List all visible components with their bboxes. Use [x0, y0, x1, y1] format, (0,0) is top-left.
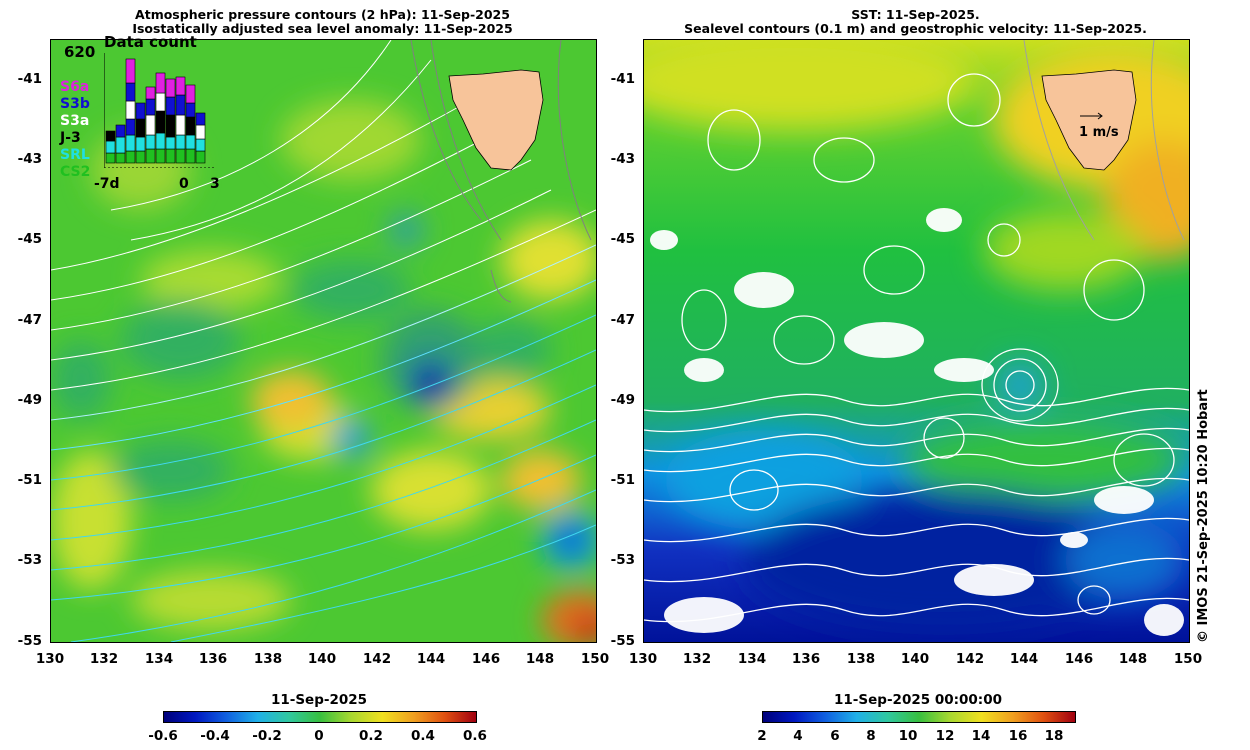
ytick-right: -49	[610, 392, 635, 408]
xtick-right: 150	[1173, 651, 1203, 667]
legend-cs2: CS2	[60, 164, 91, 180]
xtick-left: 134	[144, 651, 174, 667]
right-cbar-tick: 14	[971, 728, 991, 744]
right-title-line2: Sealevel contours (0.1 m) and geostrophi…	[684, 21, 1147, 36]
right-cbar-tick: 16	[1008, 728, 1028, 744]
right-colorbar-title: 11-Sep-2025 00:00:00	[834, 692, 1002, 708]
xtick-left: 138	[253, 651, 283, 667]
xtick-right: 146	[1064, 651, 1094, 667]
inset-xlabel-end: 3	[210, 176, 220, 192]
left-cbar-tick: 0	[314, 728, 324, 744]
xtick-right: 130	[628, 651, 658, 667]
sst-map: 1 m/s	[643, 39, 1190, 643]
xtick-left: 148	[525, 651, 555, 667]
right-colorbar	[762, 711, 1076, 723]
ytick-left: -41	[17, 71, 42, 87]
left-colorbar-title: 11-Sep-2025	[270, 692, 368, 708]
ytick-right: -55	[610, 633, 635, 649]
ytick-right: -43	[610, 151, 635, 167]
inset-xlabel-start: -7d	[94, 176, 120, 192]
left-colorbar	[163, 711, 477, 723]
inset-max-label: 620	[64, 43, 96, 61]
xtick-left: 142	[362, 651, 392, 667]
xtick-right: 138	[846, 651, 876, 667]
ytick-left: -43	[17, 151, 42, 167]
left-cbar-tick: 0.4	[411, 728, 435, 744]
right-cbar-tick: 4	[793, 728, 803, 744]
xtick-right: 140	[900, 651, 930, 667]
legend-s6a: S6a	[60, 79, 90, 95]
ytick-left: -55	[17, 633, 42, 649]
right-cbar-tick: 12	[935, 728, 955, 744]
ytick-right: -41	[610, 71, 635, 87]
xtick-right: 144	[1009, 651, 1039, 667]
ytick-right: -53	[610, 552, 635, 568]
right-cbar-tick: 8	[866, 728, 876, 744]
ytick-left: -53	[17, 552, 42, 568]
xtick-right: 134	[737, 651, 767, 667]
inset-legend: S6a S3b S3a J-3 SRL CS2	[60, 79, 90, 181]
ytick-left: -51	[17, 472, 42, 488]
velocity-scale-label: 1 m/s	[1079, 125, 1119, 140]
ytick-right: -45	[610, 231, 635, 247]
ytick-left: -47	[17, 312, 42, 328]
right-cbar-tick: 10	[898, 728, 918, 744]
right-cbar-tick: 2	[757, 728, 767, 744]
xtick-left: 140	[307, 651, 337, 667]
left-cbar-tick: -0.2	[252, 728, 282, 744]
right-title-line1: SST: 11-Sep-2025.	[851, 7, 980, 22]
inset-title: Data count	[104, 33, 197, 51]
left-cbar-tick: 0.2	[359, 728, 383, 744]
left-title-line2: Isostatically adjusted sea level anomaly…	[132, 21, 513, 36]
data-count-inset: Data count 620 S6a S3b S3a J-3 SRL CS2 -…	[60, 33, 220, 193]
legend-s3a: S3a	[60, 113, 90, 129]
credit-text: © IMOS 21-Sep-2025 10:20 Hobart	[1196, 389, 1211, 643]
inset-histogram	[104, 53, 214, 168]
legend-srl: SRL	[60, 147, 90, 163]
xtick-left: 132	[89, 651, 119, 667]
ytick-right: -47	[610, 312, 635, 328]
legend-s3b: S3b	[60, 96, 90, 112]
xtick-right: 136	[791, 651, 821, 667]
ytick-left: -49	[17, 392, 42, 408]
xtick-right: 132	[682, 651, 712, 667]
inset-xlabel-zero: 0	[179, 176, 189, 192]
xtick-left: 130	[35, 651, 65, 667]
left-cbar-tick: -0.6	[148, 728, 178, 744]
ytick-right: -51	[610, 472, 635, 488]
left-cbar-tick: 0.6	[463, 728, 487, 744]
right-cbar-tick: 18	[1044, 728, 1064, 744]
left-cbar-tick: -0.4	[200, 728, 230, 744]
xtick-left: 136	[198, 651, 228, 667]
ytick-left: -45	[17, 231, 42, 247]
legend-j3: J-3	[60, 130, 81, 146]
xtick-left: 144	[416, 651, 446, 667]
xtick-left: 150	[580, 651, 610, 667]
xtick-left: 146	[471, 651, 501, 667]
right-cbar-tick: 6	[830, 728, 840, 744]
xtick-right: 148	[1118, 651, 1148, 667]
xtick-right: 142	[955, 651, 985, 667]
left-title-line1: Atmospheric pressure contours (2 hPa): 1…	[135, 7, 510, 22]
